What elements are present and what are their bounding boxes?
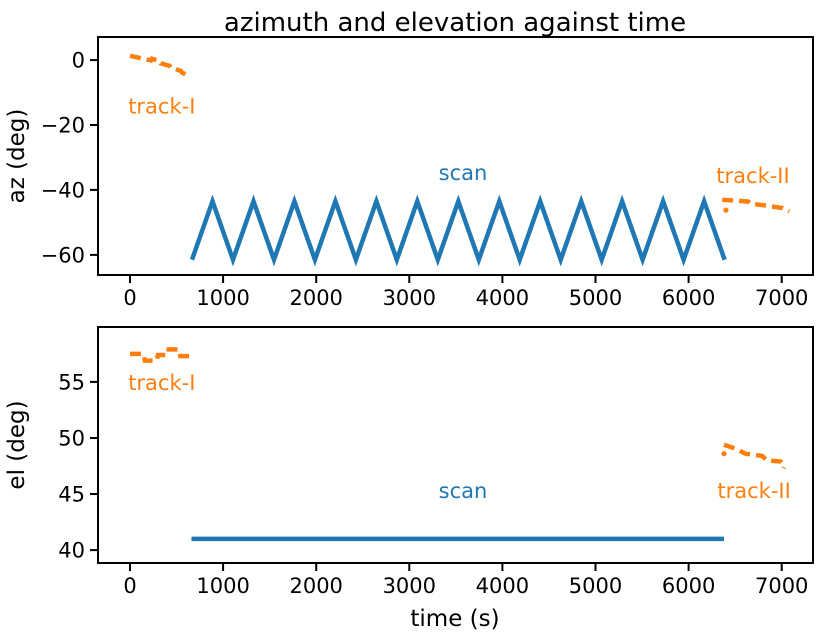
annotation-track-II: track-II — [716, 164, 789, 188]
azimuth-vs-time-track-II-line — [721, 197, 791, 214]
y-tick-label: −60 — [41, 243, 85, 267]
x-tick-label: 5000 — [569, 286, 622, 310]
y-axis-label-el: el (deg) — [4, 400, 30, 489]
annotation-scan: scan — [439, 161, 488, 185]
x-tick-label: 3000 — [383, 286, 436, 310]
x-tick-label: 0 — [123, 286, 136, 310]
elevation-vs-time-axes-frame — [97, 326, 814, 564]
x-tick-label: 4000 — [476, 574, 529, 598]
elevation-vs-time-track-II-marker — [721, 451, 727, 457]
plots-group: 0 1000 2000 3000 4000 5000 6000 7000 0 −20 −40 −60 t… — [41, 36, 814, 598]
elevation-vs-time-track-II-line — [723, 442, 788, 470]
x-tick-label: 6000 — [662, 574, 715, 598]
y-tick-label: 55 — [58, 370, 85, 394]
x-tick-label: 6000 — [662, 286, 715, 310]
x-tick-label: 0 — [123, 574, 136, 598]
azimuth-vs-time-track-II-marker — [723, 207, 729, 213]
x-tick-label: 3000 — [383, 574, 436, 598]
x-tick-label: 2000 — [289, 286, 342, 310]
y-tick-label: 45 — [58, 483, 85, 507]
x-tick-label: 4000 — [476, 286, 529, 310]
x-axis-label: time (s) — [410, 606, 499, 632]
x-tick-label: 7000 — [755, 574, 808, 598]
annotation-scan: scan — [439, 479, 488, 503]
azimuth-vs-time-axes-frame — [97, 36, 814, 276]
y-tick-label: 40 — [58, 539, 85, 563]
x-tick-label: 5000 — [569, 574, 622, 598]
figure-title: azimuth and elevation against time — [224, 8, 686, 38]
x-tick-label: 2000 — [289, 574, 342, 598]
azimuth-vs-time-track-I-line — [129, 53, 192, 79]
x-tick-label: 7000 — [755, 286, 808, 310]
y-tick-label: 0 — [72, 49, 85, 73]
y-tick-label: −20 — [41, 114, 85, 138]
annotation-track-II: track-II — [717, 479, 790, 503]
x-tick-label: 1000 — [196, 574, 249, 598]
annotation-track-I: track-I — [128, 95, 195, 119]
elevation-vs-time-track-I-line — [130, 347, 191, 363]
annotation-track-I: track-I — [128, 371, 195, 395]
y-tick-label: 50 — [58, 427, 85, 451]
x-tick-label: 1000 — [196, 286, 249, 310]
azimuth-vs-time-scan-line — [189, 194, 727, 267]
y-axis-label-az: az (deg) — [4, 109, 30, 204]
y-tick-label: −40 — [41, 178, 85, 202]
